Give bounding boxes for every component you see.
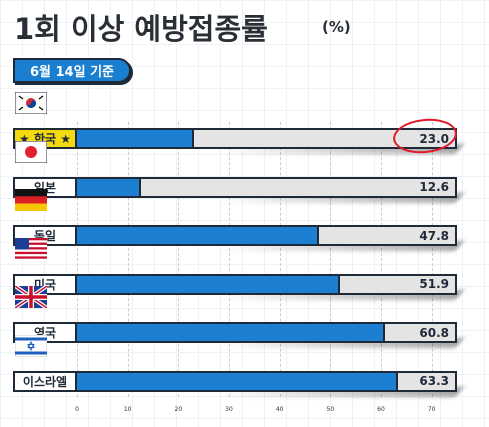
bar	[77, 130, 194, 147]
x-tick-label: 10	[123, 406, 132, 413]
unit-label: (%)	[322, 18, 351, 36]
date-badge: 6월 14일 기준	[13, 58, 131, 83]
bar-track: 60.8	[77, 322, 457, 343]
x-gridline	[279, 122, 281, 397]
bar-track: 51.9	[77, 273, 457, 295]
korea-flag-icon	[15, 92, 47, 114]
israel-flag-icon	[15, 334, 47, 357]
value-label: 51.9	[419, 277, 449, 291]
value-label: 60.8	[419, 325, 449, 340]
bar-track: 12.6	[77, 176, 457, 198]
x-gridline	[229, 122, 230, 397]
bar-track: 23.0	[77, 128, 457, 149]
x-tick-label: 50	[326, 406, 335, 413]
x-gridline	[127, 122, 129, 397]
category-label: 이스라엘	[13, 370, 77, 392]
usa-flag-icon	[15, 237, 47, 260]
bar-track: 63.3	[77, 370, 457, 392]
bar	[77, 275, 340, 293]
x-tick-label: 60	[377, 406, 385, 413]
x-gridline	[77, 122, 78, 397]
uk-flag-icon	[15, 286, 47, 308]
x-tick-label: 30	[225, 406, 233, 413]
bar	[77, 324, 386, 341]
chart-title: 1회 이상 예방접종률	[14, 12, 268, 46]
x-gridline	[381, 122, 382, 397]
japan-flag-icon	[15, 140, 47, 163]
x-gridline	[431, 122, 433, 397]
bar	[77, 178, 141, 196]
value-label: 47.8	[419, 228, 449, 243]
value-label: 63.3	[419, 374, 449, 388]
bar	[77, 227, 320, 244]
bar-track: 47.8	[77, 225, 457, 246]
x-tick-label: 0	[75, 406, 79, 413]
bar	[77, 372, 398, 390]
value-label: 12.6	[419, 180, 449, 194]
x-tick-label: 20	[174, 406, 183, 413]
x-tick-label: 70	[427, 406, 436, 413]
x-tick-label: 40	[275, 406, 284, 413]
x-gridline	[330, 122, 332, 397]
value-label: 23.0	[419, 131, 449, 146]
x-gridline	[178, 122, 180, 397]
germany-flag-icon	[15, 189, 47, 211]
